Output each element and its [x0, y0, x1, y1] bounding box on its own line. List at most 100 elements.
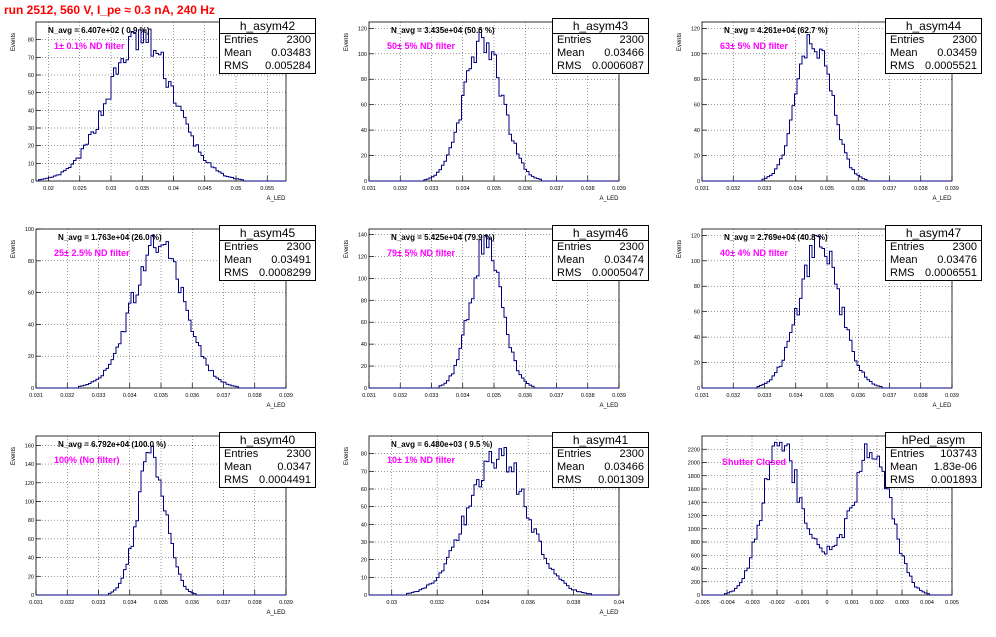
x-tick-label: 0.039: [279, 600, 293, 606]
stat-row-mean: Mean 0.03459: [886, 47, 981, 60]
histogram-pad-h_asym42: 0.02 0.025 0.03 0.035 0.04 0.045 0.05 0.055 0 10 2…: [0, 18, 330, 223]
stat-label: RMS: [890, 474, 915, 486]
stat-row-mean: Mean 1.83e-06: [886, 461, 981, 474]
stat-rms: 0.0008299: [259, 267, 311, 279]
x-tick-label: 0.034: [789, 393, 803, 399]
histogram-pad-h_asym46: 0.031 0.032 0.033 0.034 0.035 0.036 0.037 0.038…: [333, 225, 663, 430]
x-tick-label: 0.032: [393, 393, 407, 399]
y-tick-label: 60: [361, 487, 367, 493]
x-tick-label: 0.038: [581, 186, 595, 192]
x-tick-label: 0.031: [29, 600, 43, 606]
x-tick-label: 0.038: [248, 600, 262, 606]
y-tick-label: 20: [361, 154, 367, 160]
stat-label: Entries: [224, 241, 259, 253]
y-tick-label: 200: [691, 580, 700, 586]
x-tick-label: 0.002: [870, 600, 884, 606]
navg-label: N_avg = 6.480e+03 ( 9.5 %): [391, 440, 493, 449]
stat-entries: 2300: [952, 241, 977, 253]
stat-mean: 0.03459: [937, 47, 977, 59]
histogram-pad-hPed_asym: -0.005 -0.004 -0.003 -0.002 -0.001 0 0.001 0.00…: [666, 432, 996, 637]
x-tick-label: 0.02: [43, 186, 54, 192]
x-tick-label: 0.037: [883, 393, 897, 399]
x-tick-label: 0: [825, 600, 828, 606]
stat-rms: 0.0006087: [592, 60, 644, 72]
stat-row-mean: Mean 0.03491: [220, 254, 315, 267]
stat-box: h_asym47 Entries 2300 Mean 0.03476 RMS 0.00065…: [885, 225, 982, 281]
stat-rms: 0.001893: [931, 474, 977, 486]
x-axis-label: A_LED: [599, 610, 619, 616]
navg-label: N_avg = 3.435e+04 (50.6 %): [391, 26, 495, 35]
x-tick-label: 0.05: [231, 186, 242, 192]
y-tick-label: 60: [28, 537, 34, 543]
stat-label: Entries: [890, 34, 925, 46]
navg-label: N_avg = 6.792e+04 (100.0 %): [58, 440, 167, 449]
histogram-pad-h_asym47: 0.031 0.032 0.033 0.034 0.035 0.036 0.037 0.038…: [666, 225, 996, 430]
y-tick-label: 20: [28, 574, 34, 580]
filter-label: 100% (No filter): [54, 455, 120, 465]
x-tick-label: 0.031: [362, 186, 376, 192]
histogram-name: hPed_asym: [886, 433, 981, 448]
stat-mean: 0.03474: [604, 254, 644, 266]
plot-frame: [35, 21, 287, 182]
stat-row-entries: Entries 2300: [553, 241, 648, 254]
histogram-pad-h_asym43: 0.031 0.032 0.033 0.034 0.035 0.036 0.037 0.038…: [333, 18, 663, 223]
x-tick-label: 0.031: [29, 393, 43, 399]
y-tick-label: 30: [28, 126, 34, 132]
stat-entries: 2300: [286, 448, 311, 460]
stat-row-entries: Entries 2300: [220, 34, 315, 47]
filter-label: 10± 1% ND filter: [387, 455, 455, 465]
x-tick-label: 0.032: [726, 186, 740, 192]
stat-row-entries: Entries 103743: [886, 448, 981, 461]
stat-row-mean: Mean 0.03476: [886, 254, 981, 267]
x-tick-label: 0.035: [820, 186, 834, 192]
x-tick-label: 0.035: [487, 393, 501, 399]
y-tick-label: 40: [694, 128, 700, 134]
x-tick-label: 0.031: [695, 186, 709, 192]
histogram-curve: [369, 234, 619, 389]
y-tick-label: 70: [361, 469, 367, 475]
filter-label: Shutter Closed: [722, 457, 787, 467]
stat-label: Entries: [890, 448, 925, 460]
y-tick-label: 80: [28, 518, 34, 524]
y-axis-label: Events: [11, 33, 17, 51]
navg-label: N_avg = 4.261e+04 (62.7 %): [724, 26, 828, 35]
x-tick-label: 0.025: [73, 186, 87, 192]
x-tick-label: 0.033: [758, 186, 772, 192]
y-tick-label: 140: [25, 462, 34, 468]
stat-row-entries: Entries 2300: [220, 448, 315, 461]
x-tick-label: 0.037: [550, 186, 564, 192]
x-tick-label: 0.032: [430, 600, 444, 606]
x-axis-label: A_LED: [932, 196, 952, 202]
y-tick-label: 60: [361, 103, 367, 109]
y-tick-label: 40: [361, 128, 367, 134]
x-tick-label: 0.032: [726, 393, 740, 399]
stat-row-entries: Entries 2300: [553, 34, 648, 47]
filter-label: 79± 5% ND filter: [387, 248, 455, 258]
histogram-curve: [369, 28, 619, 182]
y-tick-label: 0: [364, 386, 367, 392]
x-tick-label: 0.034: [123, 600, 137, 606]
y-tick-label: 70: [28, 55, 34, 61]
y-tick-label: 10: [28, 161, 34, 167]
y-tick-label: 120: [691, 26, 700, 32]
x-tick-label: 0.036: [185, 393, 199, 399]
y-tick-label: 0: [364, 593, 367, 599]
y-tick-label: 40: [361, 522, 367, 528]
y-tick-label: 20: [361, 364, 367, 370]
stat-box: hPed_asym Entries 103743 Mean 1.83e-06 RMS 0.0…: [885, 432, 982, 488]
histogram-curve: [702, 34, 952, 182]
x-tick-label: 0.033: [92, 600, 106, 606]
y-tick-label: 80: [361, 298, 367, 304]
histogram-plot-h_asym43: 0.031 0.032 0.033 0.034 0.035 0.036 0.037 0.038…: [344, 21, 626, 202]
filter-label: 50± 5% ND filter: [387, 41, 455, 51]
x-tick-label: 0.033: [92, 393, 106, 399]
y-tick-label: 0: [31, 386, 34, 392]
x-tick-label: 0.031: [695, 393, 709, 399]
run-title: run 2512, 560 V, I_pe ≈ 0.3 nA, 240 Hz: [4, 3, 215, 17]
y-tick-label: 100: [358, 276, 367, 282]
x-tick-label: 0.036: [521, 600, 535, 606]
stat-mean: 1.83e-06: [933, 461, 977, 473]
stat-row-rms: RMS 0.0005521: [886, 60, 981, 73]
stat-row-entries: Entries 2300: [886, 241, 981, 254]
stat-label: RMS: [557, 267, 582, 279]
